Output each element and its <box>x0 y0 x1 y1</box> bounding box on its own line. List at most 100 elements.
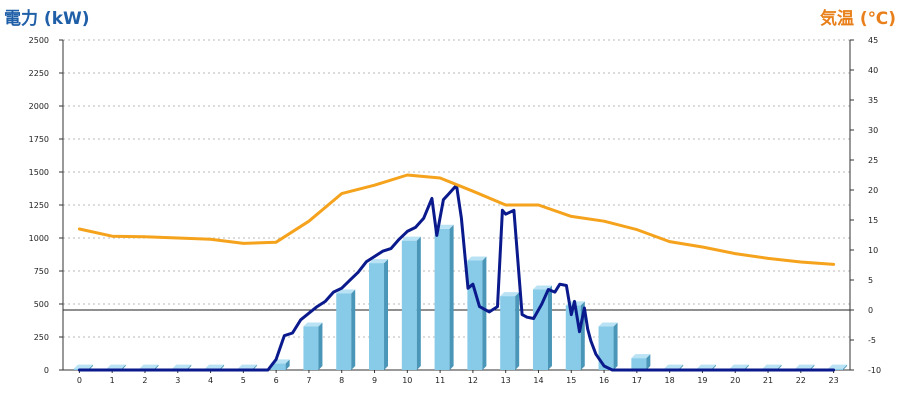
y-tick-label: 1750 <box>29 135 49 144</box>
y2-tick-label: -10 <box>868 366 881 375</box>
x-tick-label: 0 <box>77 376 82 385</box>
y-tick-label: 500 <box>34 300 49 309</box>
bar-front <box>270 363 286 370</box>
y2-tick-label: 0 <box>868 306 873 315</box>
x-tick-label: 9 <box>372 376 377 385</box>
bar-top <box>303 322 323 327</box>
x-tick-label: 10 <box>402 376 412 385</box>
bar-top <box>106 364 126 369</box>
y-tick-label: 0 <box>44 366 49 375</box>
bar-front <box>631 358 647 370</box>
bar-top <box>598 322 618 327</box>
y2-tick-label: 35 <box>868 96 878 105</box>
bar-top <box>631 354 651 359</box>
x-tick-label: 11 <box>435 376 445 385</box>
bar-top <box>696 364 716 369</box>
x-tick-label: 15 <box>566 376 576 385</box>
x-tick-label: 23 <box>829 376 839 385</box>
bar-top <box>369 259 389 264</box>
x-tick-label: 13 <box>501 376 511 385</box>
y-tick-label: 2250 <box>29 69 49 78</box>
y-tick-label: 750 <box>34 267 49 276</box>
y-tick-label: 2500 <box>29 36 49 45</box>
bar <box>532 285 552 370</box>
bar-front <box>303 326 319 370</box>
x-tick-label: 2 <box>142 376 147 385</box>
bar-side <box>449 224 454 370</box>
bar-front <box>401 240 417 370</box>
x-tick-label: 4 <box>208 376 213 385</box>
bar-top <box>73 364 93 369</box>
x-tick-label: 17 <box>632 376 642 385</box>
x-tick-label: 6 <box>274 376 279 385</box>
bar-side <box>843 364 848 370</box>
bar-side <box>646 354 651 370</box>
bar-side <box>416 236 421 370</box>
bar-side <box>384 259 389 370</box>
y2-tick-label: 5 <box>868 276 873 285</box>
x-tick-label: 20 <box>730 376 740 385</box>
y-tick-label: 1250 <box>29 201 49 210</box>
x-tick-label: 14 <box>533 376 543 385</box>
bar <box>336 289 356 370</box>
y2-tick-label: 40 <box>868 66 878 75</box>
bar-top <box>664 364 684 369</box>
bar <box>369 259 389 370</box>
x-tick-label: 8 <box>339 376 344 385</box>
y2-tick-label: -5 <box>868 336 876 345</box>
bar <box>598 322 618 370</box>
bar-front <box>336 293 352 370</box>
x-tick-label: 5 <box>241 376 246 385</box>
bar-front <box>434 228 450 370</box>
bar-top <box>205 364 225 369</box>
bar-top <box>729 364 749 369</box>
bar-top <box>762 364 782 369</box>
bar-top <box>467 256 487 261</box>
bar-front <box>467 260 483 370</box>
y2-tick-label: 30 <box>868 126 878 135</box>
bar-top <box>401 236 421 241</box>
y2-tick-label: 45 <box>868 36 878 45</box>
bar-front <box>500 296 516 370</box>
x-tick-label: 16 <box>599 376 609 385</box>
bar-front <box>565 305 581 370</box>
bar-front <box>828 368 844 370</box>
bar-front <box>369 263 385 370</box>
y-tick-label: 2000 <box>29 102 49 111</box>
bar <box>303 322 323 370</box>
bar-side <box>285 359 290 370</box>
bar <box>401 236 421 370</box>
y2-tick-label: 15 <box>868 216 878 225</box>
bar-top <box>795 364 815 369</box>
y2-tick-label: 20 <box>868 186 878 195</box>
x-tick-label: 7 <box>306 376 311 385</box>
bar-side <box>482 256 487 370</box>
x-tick-label: 22 <box>796 376 806 385</box>
bar-top <box>237 364 257 369</box>
y-tick-label: 1000 <box>29 234 49 243</box>
x-tick-label: 19 <box>697 376 707 385</box>
bar-side <box>613 322 618 370</box>
bar <box>631 354 651 370</box>
bar <box>467 256 487 370</box>
bar-front <box>532 289 548 370</box>
right-axis-title: 気温 (℃) <box>819 9 896 29</box>
x-tick-label: 3 <box>175 376 180 385</box>
bar <box>434 224 454 370</box>
bar-top <box>828 364 848 369</box>
temperature-line <box>77 173 836 266</box>
power-line <box>77 183 836 372</box>
bar-top <box>500 292 520 297</box>
y2-tick-label: 25 <box>868 156 878 165</box>
bar-top <box>172 364 192 369</box>
bar-side <box>318 322 323 370</box>
bar-side <box>547 285 552 370</box>
y-tick-label: 250 <box>34 333 49 342</box>
bar <box>500 292 520 370</box>
bar-top <box>139 364 159 369</box>
x-tick-label: 18 <box>665 376 675 385</box>
bar-front <box>598 326 614 370</box>
y2-tick-label: 10 <box>868 246 878 255</box>
